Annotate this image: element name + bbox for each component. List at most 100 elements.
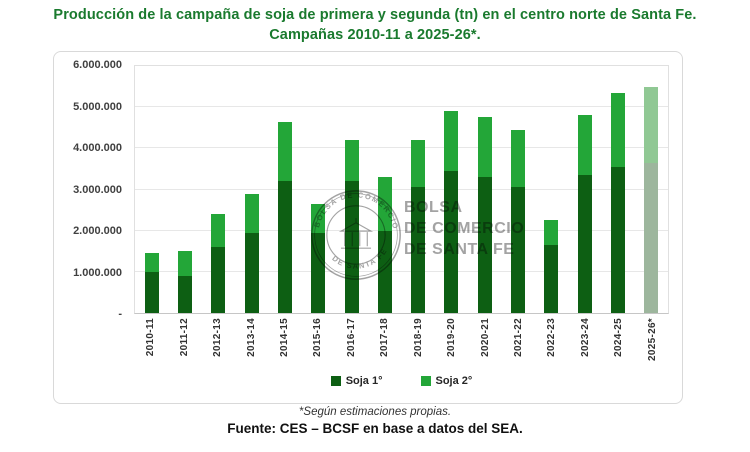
x-tick-label: 2014-15 bbox=[278, 318, 290, 357]
x-slot: 2011-12 bbox=[167, 318, 200, 356]
legend: Soja 1° Soja 2° bbox=[134, 375, 669, 387]
bar-2023-24 bbox=[577, 66, 592, 313]
bar-slot bbox=[635, 66, 668, 313]
bar-segment-soja2 bbox=[411, 140, 426, 188]
x-slot: 2017-18 bbox=[368, 318, 401, 357]
bar-segment-soja1 bbox=[177, 275, 192, 313]
bar-segment-soja2 bbox=[477, 117, 492, 178]
gridline bbox=[135, 270, 668, 272]
bar-segment-soja2 bbox=[611, 92, 626, 167]
bar-slot bbox=[368, 66, 401, 313]
bar-slot bbox=[235, 66, 268, 313]
x-tick-label: 2025-26* bbox=[646, 318, 658, 361]
x-tick-label: 2012-13 bbox=[212, 318, 224, 357]
x-tick-label: 2010-11 bbox=[145, 318, 157, 357]
bar-slot bbox=[568, 66, 601, 313]
chart-title-line-2: Campañas 2010-11 a 2025-26*. bbox=[269, 27, 481, 43]
legend-item-soja-2-: Soja 2° bbox=[420, 375, 473, 387]
y-tick-label: 6.000.000 bbox=[73, 59, 122, 71]
bar-segment-soja2 bbox=[444, 111, 459, 171]
bar-2015-16 bbox=[311, 66, 326, 313]
bar-segment-soja1 bbox=[244, 232, 259, 313]
x-slot: 2019-20 bbox=[435, 318, 468, 357]
x-slot: 2016-17 bbox=[335, 318, 368, 357]
x-tick-label: 2019-20 bbox=[446, 318, 458, 357]
x-slot: 2010-11 bbox=[134, 318, 167, 356]
x-axis: 2010-11 2011-12 2012-13 2013-14 2014-15 2015-… bbox=[134, 318, 669, 361]
x-slot: 2020-21 bbox=[468, 318, 501, 357]
bar-slot bbox=[135, 66, 168, 313]
bar-2021-22 bbox=[511, 66, 526, 313]
x-tick-label: 2015-16 bbox=[312, 318, 324, 357]
bar-segment-soja2 bbox=[211, 214, 226, 248]
bar-segment-soja1 bbox=[344, 181, 359, 313]
legend-label: Soja 1° bbox=[345, 375, 383, 387]
bar-segment-soja1 bbox=[477, 177, 492, 313]
bar-slot bbox=[501, 66, 534, 313]
bar-segment-soja2 bbox=[644, 86, 659, 163]
bars-row bbox=[135, 66, 668, 313]
bar-segment-soja2 bbox=[577, 115, 592, 176]
x-tick-label: 2021-22 bbox=[513, 318, 525, 357]
bar-slot bbox=[535, 66, 568, 313]
bar-segment-soja1 bbox=[144, 271, 159, 313]
bar-slot bbox=[468, 66, 501, 313]
bar-2019-20 bbox=[444, 66, 459, 313]
legend-label: Soja 2° bbox=[435, 375, 473, 387]
y-tick-label: 1.000.000 bbox=[73, 267, 122, 279]
bar-segment-soja2 bbox=[344, 140, 359, 182]
bar-segment-soja2 bbox=[377, 177, 392, 231]
bar-segment-soja1 bbox=[577, 175, 592, 313]
x-tick-label: 2011-12 bbox=[178, 318, 190, 357]
x-tick-label: 2017-18 bbox=[379, 318, 391, 357]
bar-2020-21 bbox=[477, 66, 492, 313]
bar-2010-11 bbox=[144, 66, 159, 313]
x-slot: 2018-19 bbox=[402, 318, 435, 357]
bar-slot bbox=[402, 66, 435, 313]
y-tick-label: - bbox=[118, 308, 122, 320]
bar-slot bbox=[302, 66, 335, 313]
bar-2013-14 bbox=[244, 66, 259, 313]
bar-segment-soja1 bbox=[311, 232, 326, 313]
bar-segment-soja2 bbox=[244, 193, 259, 233]
x-tick-label: 2013-14 bbox=[245, 318, 257, 357]
bar-segment-soja1 bbox=[411, 187, 426, 313]
y-tick-label: 4.000.000 bbox=[73, 142, 122, 154]
y-tick-label: 2.000.000 bbox=[73, 225, 122, 237]
legend-item-soja-1-: Soja 1° bbox=[330, 375, 383, 387]
chart-panel: 6.000.000 5.000.000 4.000.000 3.000.000 2.00… bbox=[53, 51, 683, 404]
x-slot: 2014-15 bbox=[268, 318, 301, 357]
bar-segment-soja1 bbox=[644, 162, 659, 313]
x-tick-label: 2020-21 bbox=[479, 318, 491, 357]
x-slot: 2024-25 bbox=[602, 318, 635, 357]
legend-swatch-icon bbox=[330, 376, 341, 386]
y-tick-label: 3.000.000 bbox=[73, 184, 122, 196]
x-slot: 2025-26* bbox=[636, 318, 669, 361]
gridline bbox=[135, 106, 668, 108]
bar-slot bbox=[168, 66, 201, 313]
x-tick-label: 2016-17 bbox=[345, 318, 357, 357]
x-tick-label: 2022-23 bbox=[546, 318, 558, 357]
bar-segment-soja1 bbox=[444, 170, 459, 313]
chart-title-line-1: Producción de la campaña de soja de prim… bbox=[53, 7, 697, 23]
source-line: Fuente: CES – BCSF en base a datos del S… bbox=[227, 421, 523, 436]
x-slot: 2012-13 bbox=[201, 318, 234, 357]
bar-segment-soja2 bbox=[177, 251, 192, 276]
bar-2016-17 bbox=[344, 66, 359, 313]
bar-segment-soja1 bbox=[611, 166, 626, 313]
bar-2022-23 bbox=[544, 66, 559, 313]
x-slot: 2023-24 bbox=[569, 318, 602, 357]
x-tick-label: 2024-25 bbox=[613, 318, 625, 357]
bar-segment-soja1 bbox=[377, 230, 392, 313]
bar-segment-soja2 bbox=[277, 121, 292, 182]
bar-2017-18 bbox=[377, 66, 392, 313]
x-slot: 2022-23 bbox=[535, 318, 568, 357]
bar-2025-26* bbox=[644, 66, 659, 313]
bar-2018-19 bbox=[411, 66, 426, 313]
plot-area bbox=[134, 65, 669, 314]
bar-segment-soja2 bbox=[144, 253, 159, 272]
legend-swatch-icon bbox=[420, 376, 431, 386]
bar-segment-soja1 bbox=[511, 187, 526, 313]
bar-slot bbox=[335, 66, 368, 313]
